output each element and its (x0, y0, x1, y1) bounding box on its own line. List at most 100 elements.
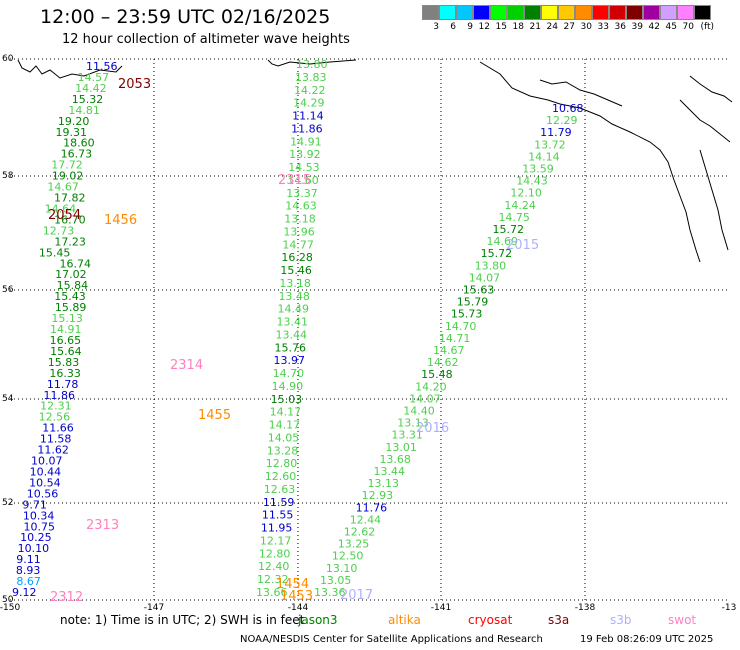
swh-label: 14.69 (487, 235, 519, 248)
legend-swatch (473, 5, 490, 20)
legend-label: 30 (580, 22, 592, 32)
swh-label: 14.29 (293, 97, 325, 110)
swh-label: 13.92 (289, 148, 321, 161)
pass-time-label: 2314 (170, 358, 203, 373)
swh-label: 15.79 (457, 296, 489, 309)
swh-label: 14.14 (528, 150, 560, 163)
swh-label: 12.62 (344, 526, 376, 539)
swh-label: 9.12 (12, 586, 37, 599)
swh-label: 15.43 (54, 290, 86, 303)
swh-label: 13.25 (338, 538, 370, 551)
swh-label: 13.83 (295, 71, 327, 84)
swh-label: 10.25 (20, 531, 52, 544)
swh-label: 10.75 (24, 520, 56, 533)
pass-time-label: 2017 (340, 588, 373, 603)
swh-label: 11.59 (263, 496, 295, 509)
swh-label: 13.05 (320, 574, 352, 587)
swh-label: 12.10 (510, 187, 541, 200)
legend-swatch (456, 5, 473, 20)
swh-label: 15.89 (55, 301, 86, 314)
pass-time-label: 2312 (50, 590, 83, 605)
swh-label: 13.44 (374, 465, 406, 478)
swh-label: 15.03 (271, 393, 303, 406)
swh-label: 13.37 (286, 187, 318, 200)
swh-label: 14.60 (287, 174, 319, 187)
swh-label: 13.13 (368, 477, 400, 490)
lat-label: 58 (2, 171, 14, 181)
swh-label: 13.96 (283, 225, 315, 238)
legend-swatch (677, 5, 694, 20)
swh-label: 14.67 (433, 344, 465, 357)
swh-label: 18.60 (63, 137, 94, 150)
swh-label: 15.63 (463, 284, 495, 297)
swh-label: 16.33 (49, 367, 80, 380)
swh-label: 14.91 (50, 323, 82, 336)
swh-label: 15.32 (72, 93, 104, 106)
axis-labels: 60 58 56 54 52 50-150 -147 -144 -141 -138 -13 (0, 54, 736, 613)
swh-label: 11.62 (37, 444, 69, 457)
swh-label: 12.31 (40, 400, 71, 413)
swh-label: 15.76 (275, 341, 307, 354)
legend-label: 33 (597, 22, 609, 32)
swh-label: 13.44 (276, 328, 308, 341)
swh-label: 14.67 (47, 181, 79, 194)
swh-label: 13.28 (267, 444, 299, 457)
swh-label: 13.01 (385, 441, 417, 454)
swh-label: 11.95 (261, 522, 293, 535)
swh-label: 19.31 (56, 126, 88, 139)
pass-time-label: 2016 (416, 421, 449, 436)
pass-time-label: 1455 (198, 408, 231, 423)
swh-label: 12.17 (260, 534, 292, 547)
swh-label: 14.71 (439, 332, 471, 345)
swh-label: 13.97 (274, 354, 306, 367)
swh-label: 12.73 (43, 224, 75, 237)
footer-note: note: 1) Time is in UTC; 2) SWH is in fe… (60, 613, 305, 627)
lon-label: -138 (575, 603, 596, 613)
swh-label: 15.13 (51, 312, 83, 325)
swh-label: 12.50 (332, 550, 364, 563)
legend-label: 42 (648, 22, 660, 32)
legend-swatch (694, 5, 711, 20)
swh-label: 11.78 (47, 378, 79, 391)
swh-label: 15.72 (481, 247, 512, 260)
swh-label: 11.66 (42, 422, 74, 435)
legend-label: 70 (682, 22, 694, 32)
swh-label: 12.29 (546, 114, 578, 127)
swh-label: 11.14 (292, 110, 324, 123)
swh-label: 17.23 (54, 235, 85, 248)
lat-label: 52 (2, 498, 13, 508)
lat-label: 50 (2, 595, 14, 605)
swh-label: 14.70 (445, 320, 477, 333)
swh-label: 14.53 (288, 161, 320, 174)
lon-label: -141 (431, 603, 451, 613)
swh-label: 11.79 (540, 126, 572, 139)
swh-label: 14.90 (272, 380, 304, 393)
swh-label: 15.72 (493, 223, 525, 236)
pass-time-label: 2054 (48, 208, 81, 223)
legend-label: 21 (529, 22, 541, 32)
legend-swatch (507, 5, 524, 20)
swh-label: 19.20 (58, 115, 90, 128)
swh-label: 13.18 (279, 277, 311, 290)
legend-label: 45 (665, 22, 677, 32)
credit-text: NOAA/NESDIS Center for Satellite Applica… (240, 634, 543, 645)
swh-label: 13.66 (256, 586, 288, 599)
pass-time-label: 1456 (104, 213, 137, 228)
swh-label: 16.28 (281, 251, 313, 264)
map-subtitle: 12 hour collection of altimeter wave hei… (62, 32, 350, 47)
swh-label: 14.70 (273, 367, 305, 380)
swh-label: 16.74 (60, 257, 92, 270)
swh-label: 10.34 (23, 509, 54, 522)
legend-label: 9 (467, 22, 473, 32)
swh-label: 15.83 (48, 356, 80, 369)
legend-swatch (422, 5, 439, 20)
swh-label: 14.43 (516, 175, 548, 188)
swh-label: 13.10 (326, 562, 358, 575)
swh-label: 14.17 (269, 419, 301, 432)
swh-label: 14.49 (277, 303, 309, 316)
swh-label: 17.72 (51, 159, 83, 172)
swh-label: 14.42 (75, 82, 107, 95)
legend-swatch (626, 5, 643, 20)
generated-timestamp: 19 Feb 08:26:09 UTC 2025 (580, 634, 714, 645)
legend-swatch (575, 5, 592, 20)
